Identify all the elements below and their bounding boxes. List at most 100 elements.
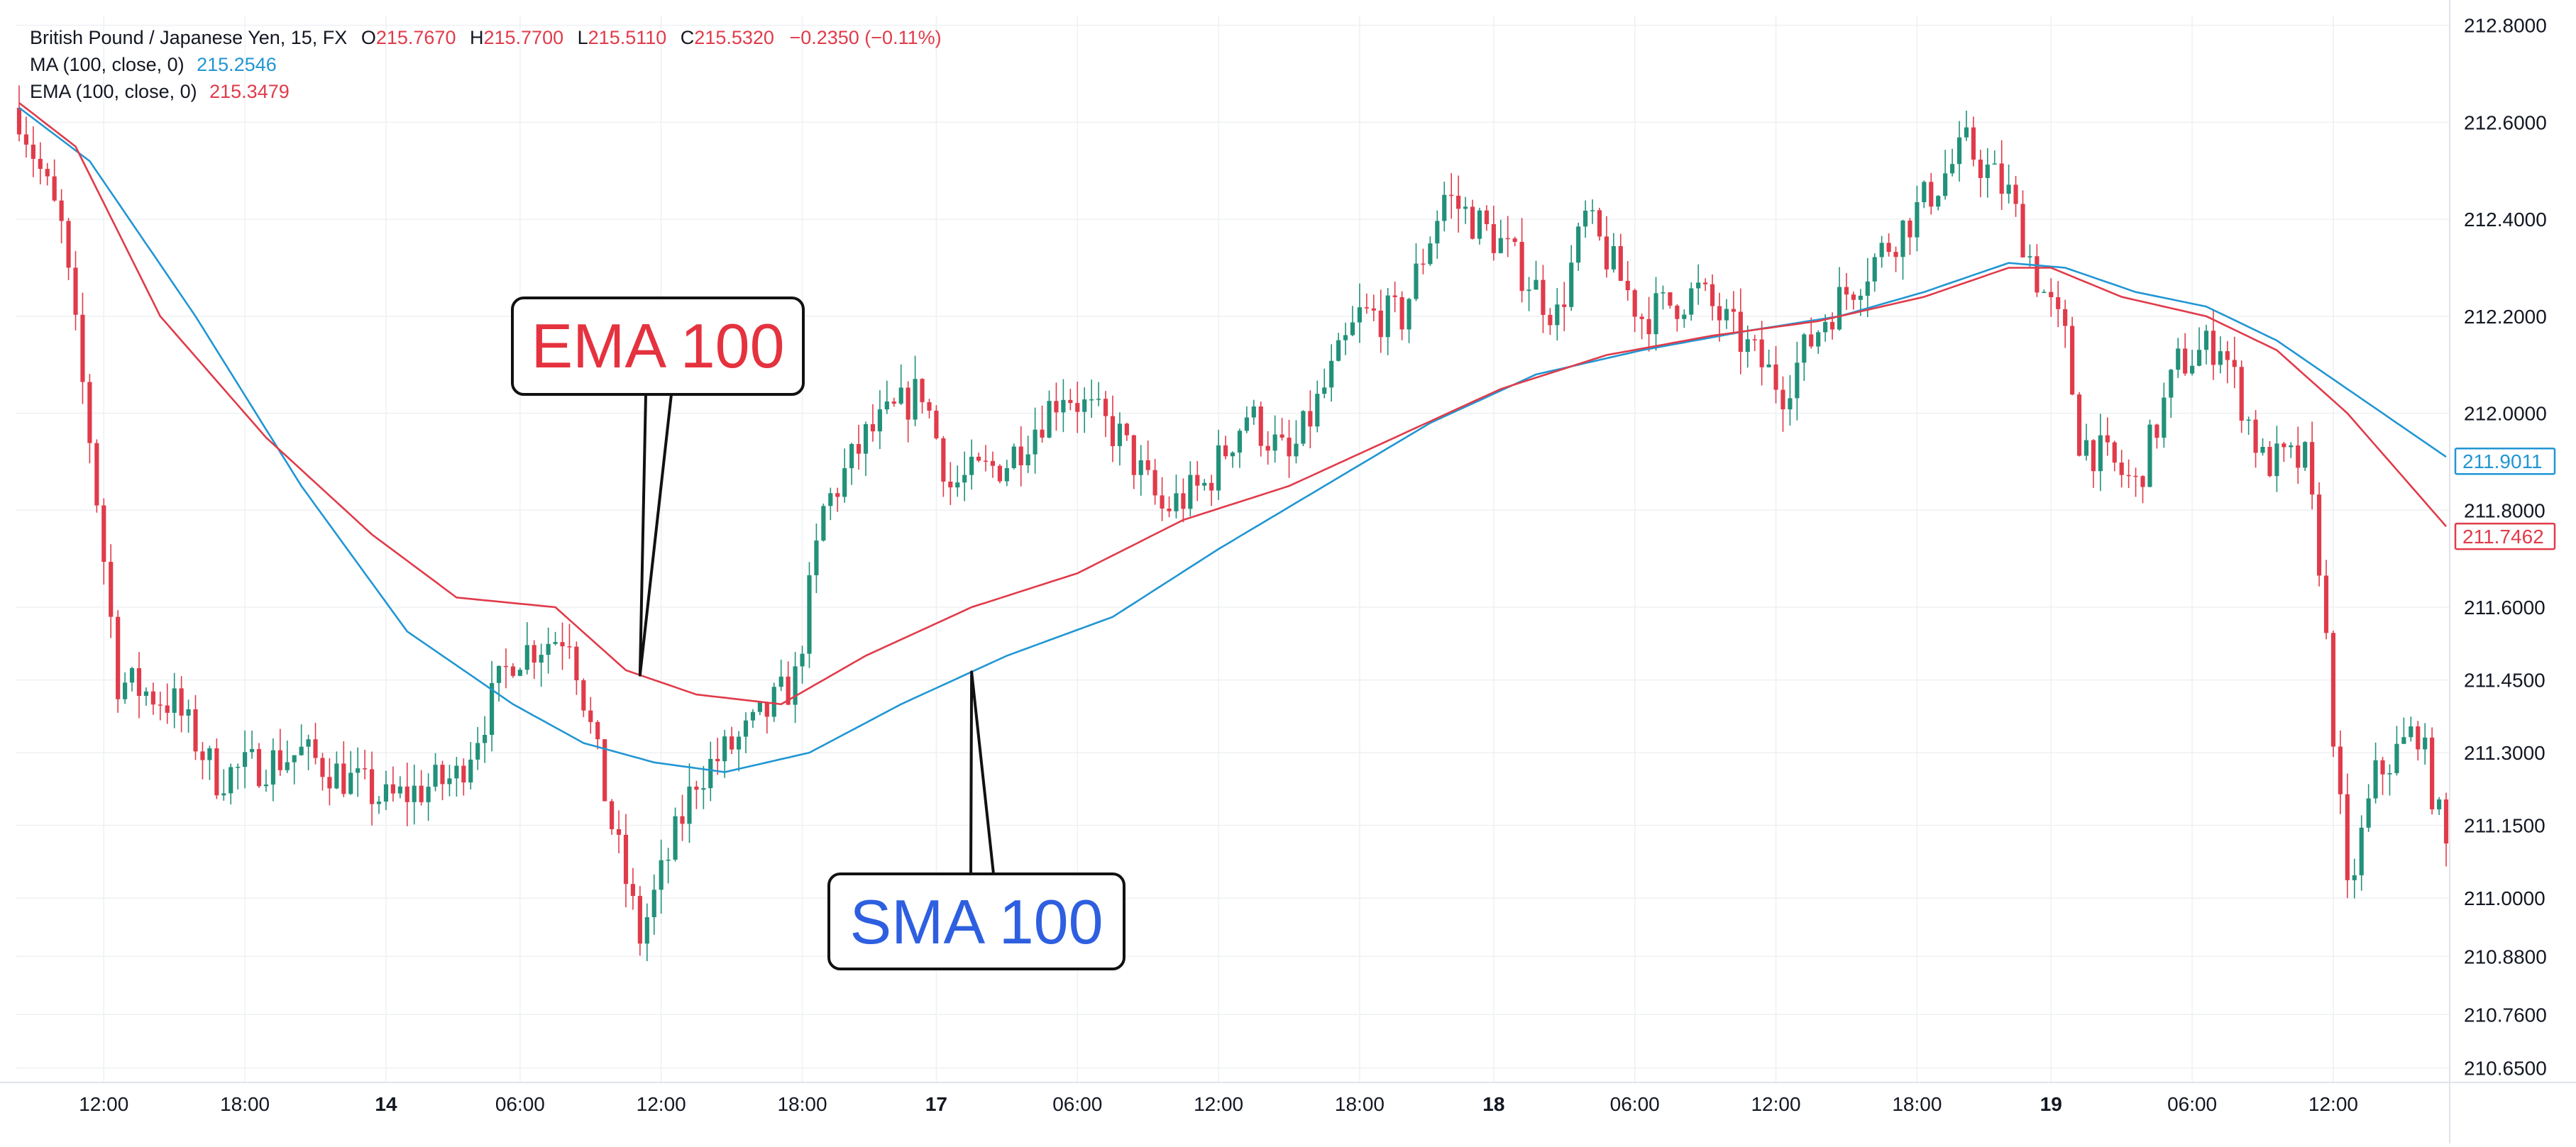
- price-tick-label: 210.8800: [2464, 946, 2547, 968]
- candle-body: [1929, 182, 1934, 207]
- candle-body: [1371, 308, 1376, 311]
- candle-body: [243, 752, 248, 768]
- candle: [2239, 360, 2244, 433]
- candle-body: [877, 409, 882, 432]
- candle: [673, 807, 678, 862]
- candle-body: [1795, 362, 1800, 399]
- candle-body: [1858, 295, 1863, 300]
- candle-body: [1033, 429, 1037, 455]
- candle-body: [454, 765, 459, 779]
- candle-body: [1329, 360, 1334, 388]
- candle-body: [447, 778, 452, 785]
- candle-body: [2310, 442, 2315, 495]
- price-tick-label: 211.8000: [2464, 499, 2545, 521]
- candle-body: [1237, 431, 1243, 453]
- candle: [1597, 207, 1602, 241]
- candle: [2091, 439, 2096, 488]
- candle-body: [1188, 475, 1193, 509]
- candle: [1463, 196, 1468, 224]
- candle-body: [913, 379, 918, 420]
- candle-body: [2183, 348, 2188, 374]
- candle-body: [2063, 309, 2068, 326]
- candle: [821, 503, 826, 542]
- price-tick-label: 211.4500: [2464, 670, 2545, 692]
- candle: [1611, 233, 1616, 273]
- candle-body: [1047, 401, 1052, 438]
- time-tick-label: 12:00: [79, 1093, 128, 1115]
- candle-body: [1272, 434, 1277, 451]
- sma-callout-text: SMA 100: [849, 887, 1103, 957]
- candle: [906, 381, 910, 443]
- candle-body: [136, 667, 142, 696]
- candle: [1661, 285, 1666, 310]
- candle-body: [1788, 398, 1793, 410]
- candle: [2006, 164, 2011, 204]
- legend-high: 215.7700: [483, 27, 564, 48]
- candle: [955, 465, 960, 497]
- candle: [1209, 475, 1214, 506]
- candle-body: [1999, 163, 2004, 194]
- candle: [2154, 423, 2159, 449]
- candle-body: [1780, 389, 1785, 410]
- candle: [546, 627, 551, 674]
- candle-body: [1632, 290, 1637, 317]
- candle: [2196, 327, 2202, 367]
- sma-callout-box[interactable]: [827, 872, 1125, 970]
- candle: [1364, 293, 1369, 314]
- candle: [2056, 281, 2061, 328]
- candle: [292, 755, 297, 785]
- candle-body: [2147, 424, 2152, 487]
- candle: [1258, 401, 1263, 457]
- candle-body: [2203, 331, 2209, 350]
- candle: [1491, 205, 1496, 261]
- candle-body: [1590, 210, 1595, 211]
- candle-body: [856, 443, 862, 454]
- ema-callout-box[interactable]: [511, 297, 805, 396]
- candle: [1138, 445, 1143, 496]
- candle: [1428, 236, 1433, 266]
- candle: [2323, 560, 2329, 640]
- legend-ma-row[interactable]: MA (100, close, 0) 215.2546: [30, 54, 280, 76]
- candle-body: [1117, 423, 1123, 446]
- candle: [256, 743, 262, 788]
- candle-body: [2443, 799, 2449, 844]
- candle: [1315, 380, 1320, 433]
- legend-ema-row[interactable]: EMA (100, close, 0) 215.3479: [30, 81, 292, 103]
- candle: [16, 85, 22, 142]
- candle-body: [483, 734, 488, 743]
- candle: [1978, 150, 1983, 198]
- candle-body: [1844, 287, 1849, 295]
- time-tick-label: 06:00: [1052, 1093, 1102, 1115]
- candle-body: [532, 645, 536, 663]
- ema-last-value-badge-frame: [2454, 522, 2556, 550]
- candle-body: [870, 424, 876, 432]
- candle-body: [680, 816, 685, 824]
- candle-body: [814, 541, 819, 575]
- candle-body: [2281, 443, 2286, 448]
- candle-body: [1829, 321, 1835, 330]
- candle: [1449, 173, 1454, 219]
- candle-body: [433, 765, 438, 787]
- candle-body: [2416, 726, 2421, 750]
- candle: [1202, 479, 1207, 491]
- ma-last-value-badge: 211.9011: [2454, 447, 2556, 475]
- candle: [1470, 199, 1475, 240]
- candle-body: [948, 481, 953, 488]
- candle: [778, 659, 783, 692]
- candle: [2338, 730, 2343, 814]
- candle-body: [849, 443, 854, 469]
- candle: [412, 764, 417, 825]
- candle-body: [659, 860, 664, 890]
- candle-body: [934, 410, 939, 438]
- candle: [708, 741, 713, 802]
- candle-body: [1258, 406, 1263, 446]
- candle-body: [1611, 245, 1616, 270]
- ma-last-value-badge-text: 211.9011: [2462, 450, 2543, 472]
- candle: [2169, 368, 2174, 419]
- candle: [1343, 322, 1348, 355]
- candle-body: [1068, 399, 1073, 404]
- legend-o-label: O: [360, 27, 376, 48]
